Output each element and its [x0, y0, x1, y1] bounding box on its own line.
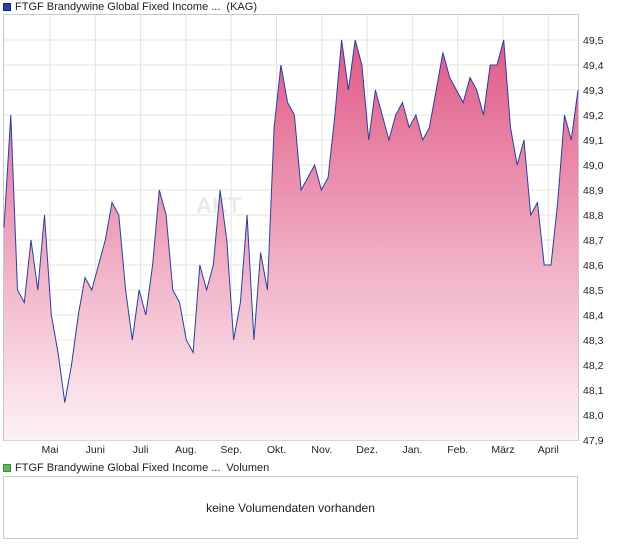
y-tick-label: 49,3: [583, 85, 604, 97]
x-tick-label: Nov.: [311, 444, 332, 456]
x-tick-label: Aug.: [175, 444, 197, 456]
y-tick-label: 49,0: [583, 160, 604, 172]
price-line: [3, 39, 579, 403]
y-tick-label: 47,9: [583, 435, 604, 447]
volume-empty-message: keine Volumendaten vorhanden: [206, 501, 375, 515]
x-tick-label: Jan.: [402, 444, 422, 456]
y-axis: 47,9 48,0 48,1 48,2 48,3 48,4 48,5 48,6 48,7 48,8…: [583, 35, 604, 447]
price-series-tag: (KAG): [226, 1, 257, 13]
y-tick-label: 49,5: [583, 35, 604, 47]
x-tick-label: Dez.: [356, 444, 378, 456]
x-tick-label: Juli: [133, 444, 149, 456]
y-tick-label: 48,7: [583, 235, 604, 247]
x-tick-label: Feb.: [447, 444, 468, 456]
y-tick-label: 48,8: [583, 210, 604, 222]
y-tick-label: 48,1: [583, 385, 604, 397]
x-tick-label: Juni: [86, 444, 105, 456]
y-tick-label: 49,4: [583, 60, 604, 72]
volume-legend: FTGF Brandywine Global Fixed Income ... …: [3, 461, 269, 475]
volume-series-title: FTGF Brandywine Global Fixed Income ...: [15, 462, 221, 474]
x-axis: Mai Juni Juli Aug. Sep. Okt. Nov. Dez. Jan. Feb. M…: [42, 444, 559, 456]
y-tick-label: 48,5: [583, 285, 604, 297]
price-legend: FTGF Brandywine Global Fixed Income ... …: [3, 0, 257, 14]
y-tick-label: 48,0: [583, 410, 604, 422]
volume-panel: keine Volumendaten vorhanden: [3, 476, 578, 539]
y-tick-label: 48,4: [583, 310, 604, 322]
price-area: [4, 40, 578, 440]
x-tick-label: April: [538, 444, 559, 456]
x-tick-label: Sep.: [220, 444, 242, 456]
x-tick-label: Okt.: [267, 444, 286, 456]
y-tick-label: 48,3: [583, 335, 604, 347]
x-tick-label: März: [491, 444, 514, 456]
y-tick-label: 49,2: [583, 110, 604, 122]
volume-series-tag: Volumen: [226, 462, 270, 474]
y-tick-label: 49,1: [583, 135, 604, 147]
y-tick-label: 48,2: [583, 360, 604, 372]
y-tick-label: 48,9: [583, 185, 604, 197]
volume-series-swatch: [3, 464, 11, 472]
y-tick-label: 48,6: [583, 260, 604, 272]
price-series-title: FTGF Brandywine Global Fixed Income ...: [15, 1, 221, 13]
price-chart: AKT 47,948,048,148,248,348,448,548,648,7…: [3, 14, 604, 456]
price-series-swatch: [3, 3, 11, 11]
x-tick-label: Mai: [42, 444, 59, 456]
